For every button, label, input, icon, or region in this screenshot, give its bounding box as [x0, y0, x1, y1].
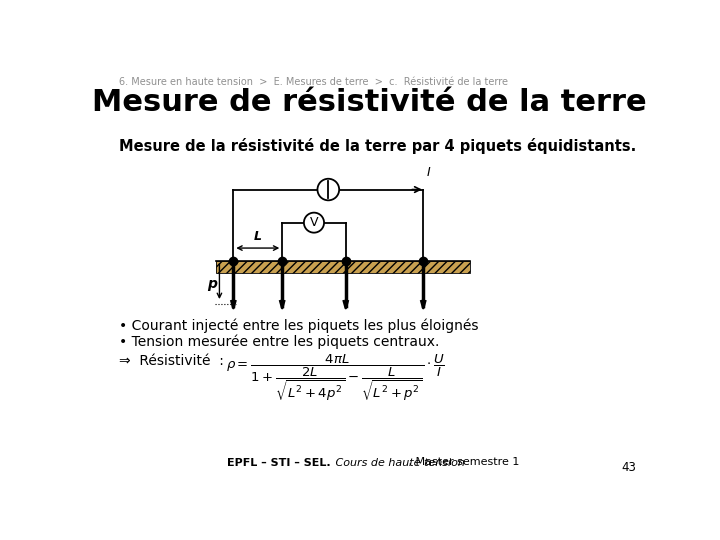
- Bar: [215, 261, 469, 273]
- Text: I: I: [426, 166, 430, 179]
- Text: V: V: [310, 216, 318, 229]
- Text: Cours de haute tension: Cours de haute tension: [332, 457, 464, 468]
- Text: • Tension mesurée entre les piquets centraux.: • Tension mesurée entre les piquets cent…: [120, 334, 440, 349]
- Text: L: L: [253, 230, 262, 242]
- Text: 43: 43: [621, 461, 636, 474]
- Text: $\rho = \dfrac{4\pi L}{1+\dfrac{2L}{\sqrt{L^2+4p^2}}-\dfrac{L}{\sqrt{L^2+p^2}}}\: $\rho = \dfrac{4\pi L}{1+\dfrac{2L}{\sqr…: [225, 352, 445, 402]
- Text: Mesure de résistivité de la terre: Mesure de résistivité de la terre: [91, 88, 647, 117]
- Text: p: p: [207, 277, 217, 291]
- Text: 6. Mesure en haute tension  >  E. Mesures de terre  >  c.  Résistivité de la ter: 6. Mesure en haute tension > E. Mesures …: [120, 77, 508, 87]
- Text: Mesure de la résistivité de la terre par 4 piquets équidistants.: Mesure de la résistivité de la terre par…: [120, 138, 636, 154]
- Bar: [215, 261, 469, 273]
- Circle shape: [304, 213, 324, 233]
- Circle shape: [318, 179, 339, 200]
- Text: EPFL – STI – SEL.: EPFL – STI – SEL.: [227, 457, 330, 468]
- Text: ⇒  Résistivité  :: ⇒ Résistivité :: [120, 354, 233, 368]
- Text: • Courant injecté entre les piquets les plus éloignés: • Courant injecté entre les piquets les …: [120, 319, 479, 333]
- Text: , Master semestre 1: , Master semestre 1: [405, 457, 520, 468]
